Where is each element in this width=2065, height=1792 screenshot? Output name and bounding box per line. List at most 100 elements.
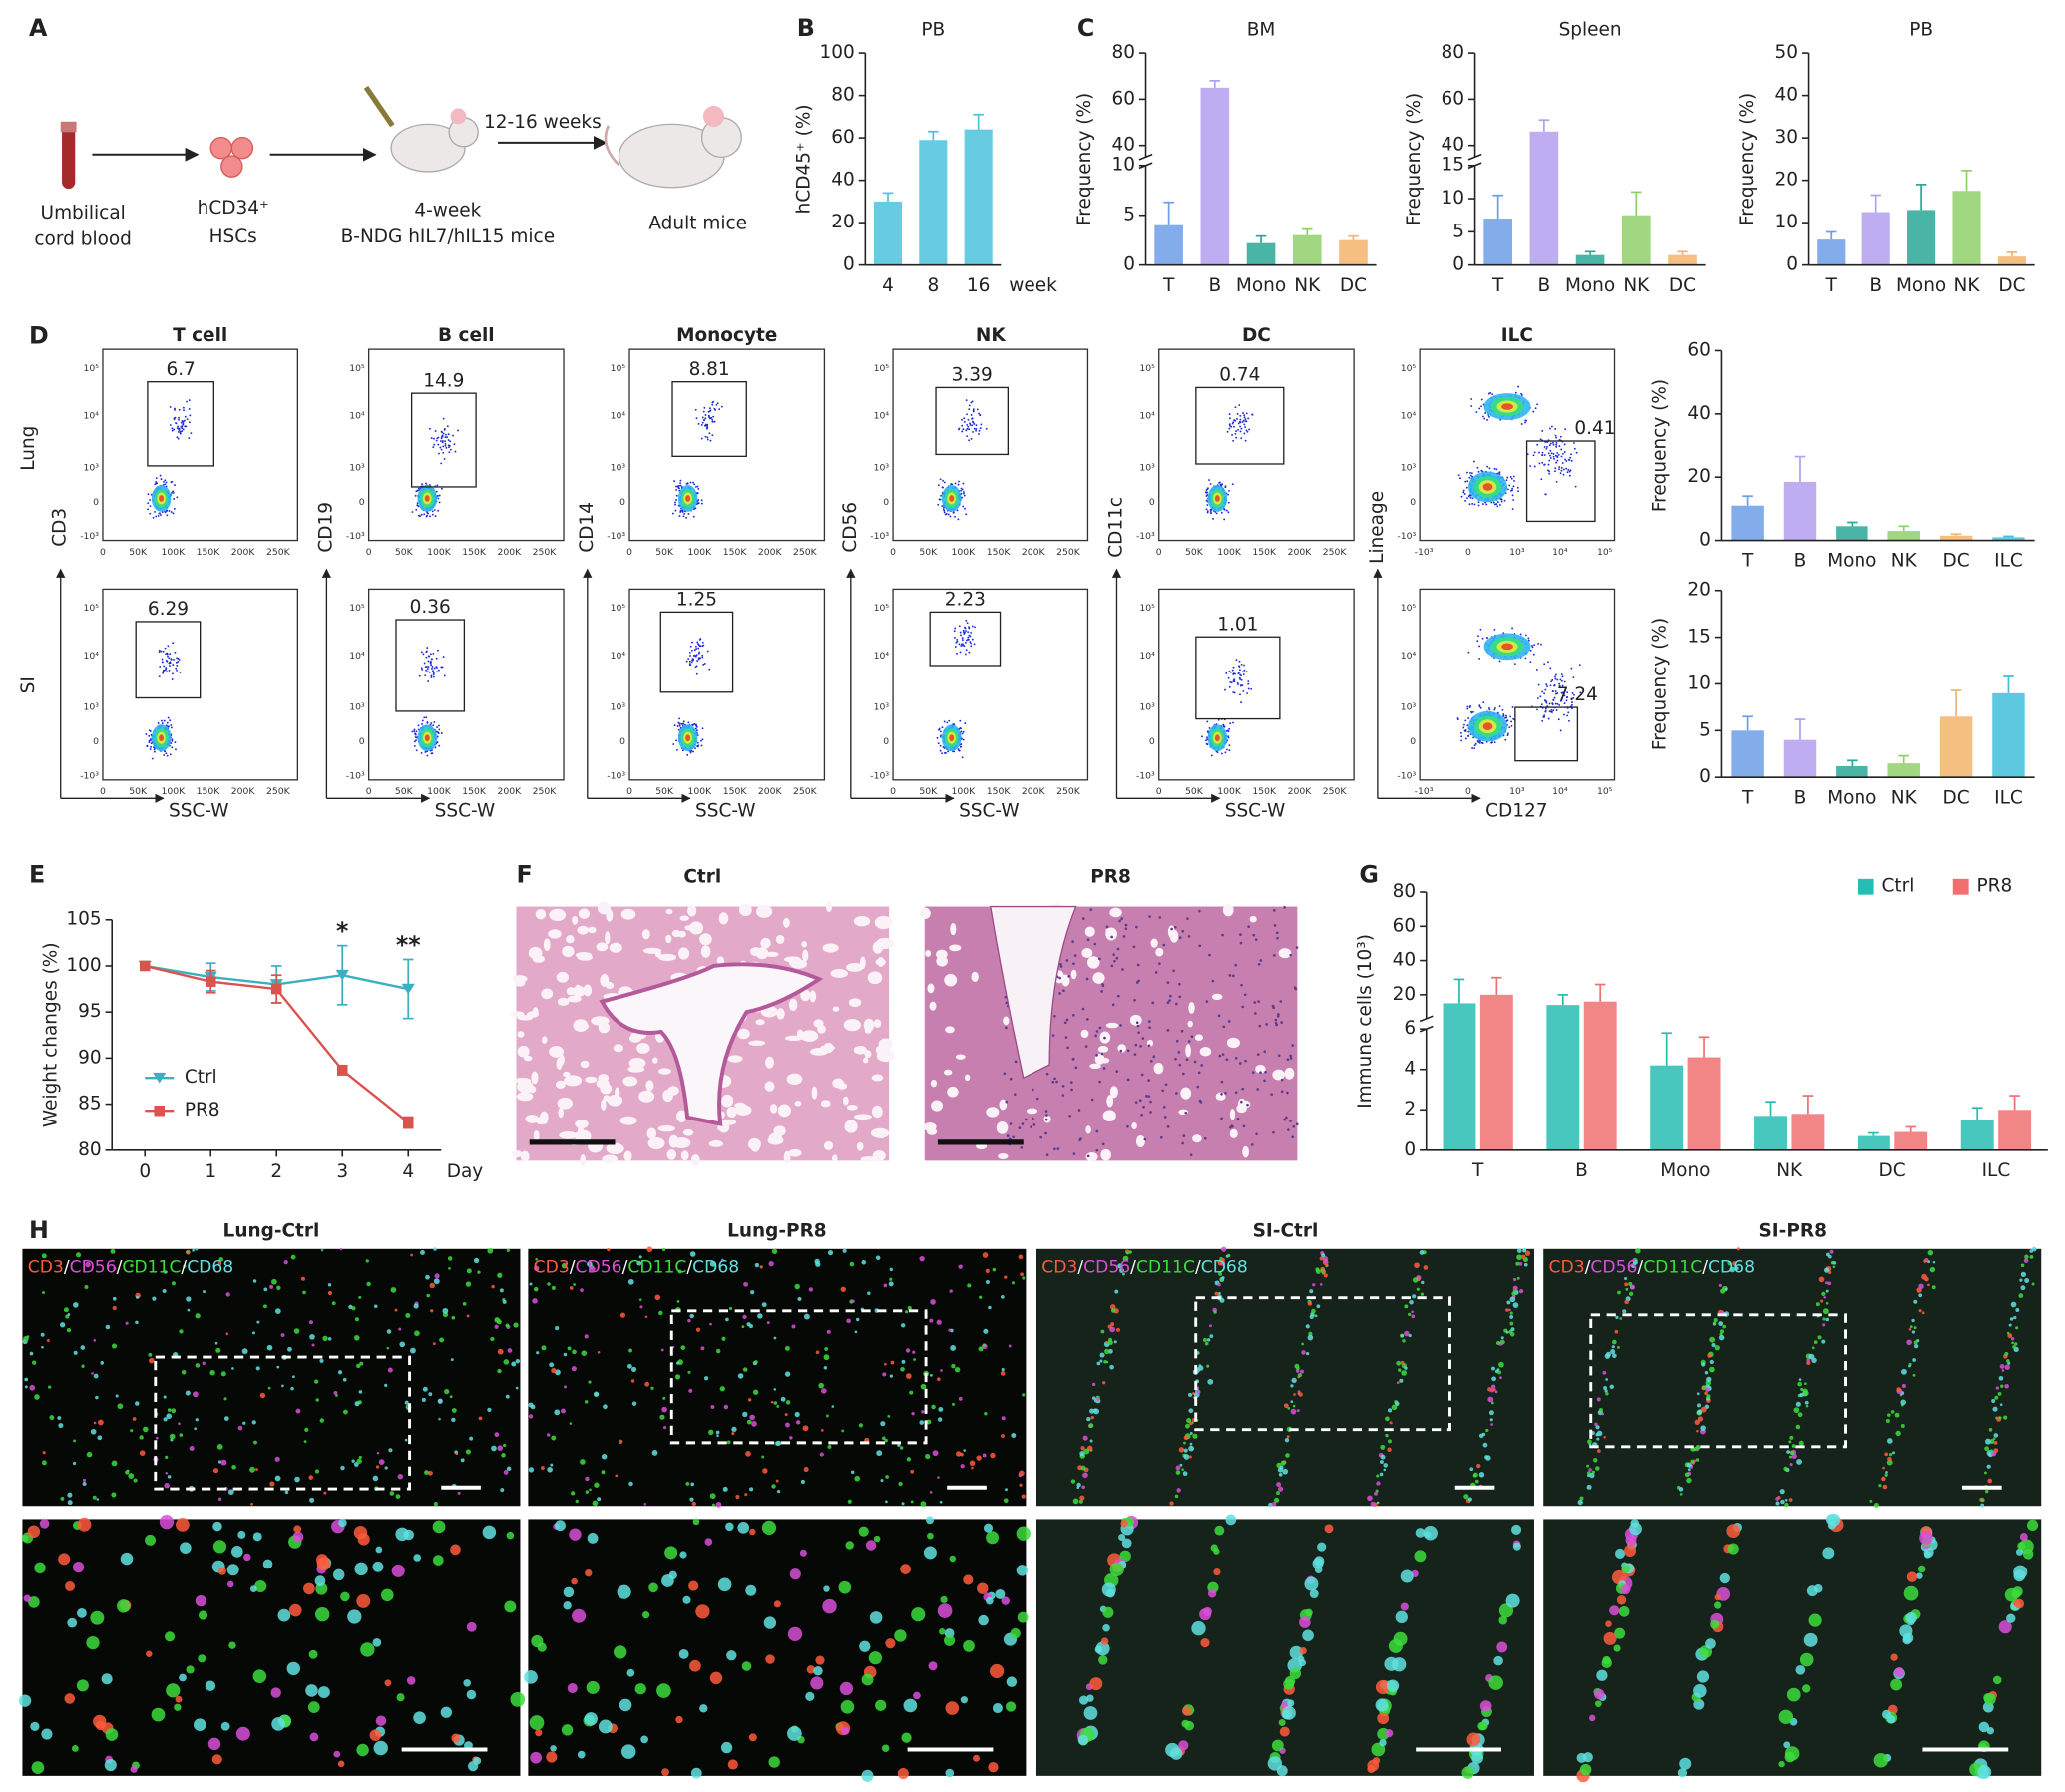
y-tick-label: 40 (1687, 403, 1711, 424)
event-dot (1552, 699, 1555, 701)
event-dot (436, 741, 439, 743)
event-dot (965, 630, 967, 632)
cell-signal (187, 1308, 191, 1312)
event-dot (689, 751, 692, 754)
alveolus (927, 983, 935, 994)
nucleus (1059, 963, 1062, 966)
nucleus (1089, 908, 1093, 911)
event-dot (967, 638, 970, 641)
cell-signal (397, 1474, 404, 1480)
alveolus (572, 986, 586, 997)
event-dot (457, 429, 460, 432)
cell-signal (773, 1401, 778, 1405)
flow-x-tick: 10⁵ (1597, 786, 1613, 797)
cell-signal (931, 1404, 936, 1410)
event-dot (700, 499, 703, 502)
event-dot (1227, 735, 1230, 738)
alveolus (1187, 1020, 1193, 1028)
cell-signal (358, 1390, 363, 1394)
event-dot (968, 651, 971, 654)
alveolus (1105, 1022, 1119, 1029)
event-dot (418, 674, 421, 677)
event-dot (1560, 448, 1563, 451)
event-dot (939, 730, 942, 733)
x-tick-label: 2 (270, 1161, 282, 1182)
nucleus (1116, 947, 1120, 951)
cell-signal (256, 1320, 260, 1324)
event-dot (167, 645, 170, 648)
cell-signal (290, 1386, 294, 1391)
event-dot (174, 484, 176, 487)
event-dot (685, 516, 688, 519)
legend-label: Ctrl (185, 1067, 217, 1088)
event-dot (1246, 430, 1249, 433)
event-dot (160, 478, 163, 481)
event-dot (440, 462, 443, 465)
cell-signal (276, 1365, 280, 1369)
event-dot (1575, 451, 1578, 454)
nucleus (1292, 1124, 1296, 1128)
event-dot (165, 667, 168, 670)
y-tick-label: 85 (78, 1094, 102, 1115)
cell-signal (386, 1329, 392, 1334)
schematic-label: HSCs (209, 226, 257, 247)
event-dot (411, 730, 414, 733)
alveolus (846, 1104, 858, 1111)
event-dot (1547, 463, 1550, 466)
event-dot (691, 649, 693, 652)
nucleus (1086, 938, 1090, 942)
event-dot (1516, 486, 1519, 489)
event-dot (1555, 673, 1557, 676)
event-dot (682, 720, 685, 723)
event-dot (1457, 474, 1460, 477)
event-dot (1245, 671, 1248, 673)
alveolus (811, 1086, 818, 1100)
nucleus (1086, 1154, 1090, 1158)
cell-signal (449, 1395, 453, 1399)
nucleus (1100, 990, 1103, 993)
event-dot (441, 441, 444, 444)
flow-x-tick: -10³ (1415, 786, 1434, 797)
cell-signal (64, 1693, 75, 1704)
cell-signal (387, 1367, 393, 1373)
event-dot (970, 642, 973, 645)
alveolus (1135, 1134, 1145, 1148)
event-dot (1244, 439, 1247, 442)
event-dot (964, 722, 967, 724)
cell-signal (110, 1248, 116, 1254)
cell-signal (315, 1398, 319, 1402)
event-dot (1552, 443, 1555, 446)
alveolus (665, 934, 672, 944)
event-dot (1209, 511, 1212, 513)
alveolus (535, 908, 547, 920)
cell-signal (688, 1388, 693, 1393)
x-tick-label: B (1575, 1160, 1588, 1181)
cell-signal (491, 1284, 495, 1289)
nucleus (1070, 1088, 1073, 1092)
nucleus (1032, 1123, 1036, 1126)
nucleus (1272, 954, 1276, 957)
alveolus (734, 1102, 746, 1109)
event-dot (1459, 731, 1462, 734)
nucleus (1012, 1135, 1016, 1139)
cell-signal (71, 1745, 79, 1752)
axis-break (1419, 1015, 1434, 1023)
cell-signal (473, 1756, 482, 1765)
event-dot (688, 651, 691, 654)
event-dot (965, 649, 968, 652)
y-tick-label: 0 (1699, 766, 1711, 787)
event-dot (173, 428, 176, 431)
bar (873, 201, 903, 265)
event-dot (675, 489, 677, 491)
event-dot (172, 664, 175, 667)
bar (1731, 505, 1764, 541)
data-point (335, 969, 349, 981)
event-dot (430, 664, 433, 667)
alveolus (749, 947, 762, 957)
cell-signal (243, 1553, 251, 1562)
bar (1887, 531, 1920, 541)
event-dot (961, 637, 964, 640)
event-dot (971, 400, 974, 403)
flow-y-tick: 10⁵ (874, 603, 890, 614)
event-dot (672, 743, 675, 745)
